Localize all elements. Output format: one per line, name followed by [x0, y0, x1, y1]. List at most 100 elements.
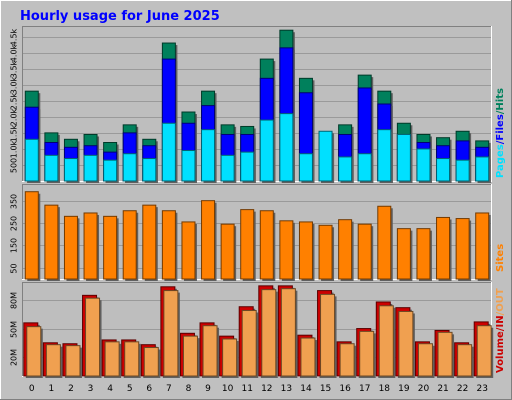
- x-tick-label: 9: [205, 384, 211, 394]
- bar-volume-out: [241, 310, 259, 378]
- bar-volume-out: [104, 341, 122, 378]
- bar-pages: [220, 154, 237, 183]
- bar-sites: [220, 223, 237, 281]
- bar-volume-out: [339, 343, 357, 378]
- bar-volume-out: [85, 297, 102, 378]
- bar-volume-out: [124, 341, 141, 378]
- bar-sites: [44, 204, 60, 281]
- y-tick-label: 150: [10, 238, 19, 253]
- x-tick-label: 2: [68, 384, 74, 394]
- y-tick-label: 1.0k: [10, 140, 19, 158]
- bar-pages: [416, 148, 432, 183]
- x-tick-label: 13: [281, 384, 292, 394]
- bar-volume-out: [457, 344, 474, 378]
- y-tick-label: 350: [10, 194, 19, 209]
- x-tick-label: 18: [379, 384, 391, 394]
- bar-pages: [201, 129, 217, 183]
- bar-volume-out: [261, 289, 278, 378]
- bar-sites: [122, 210, 139, 281]
- x-tick-label: 22: [457, 384, 468, 394]
- bar-volume-out: [65, 345, 82, 378]
- bar-pages: [103, 159, 119, 183]
- bar-sites: [475, 212, 491, 281]
- legend-item: /: [495, 311, 506, 315]
- bar-volume-out: [143, 347, 161, 378]
- bar-sites: [377, 205, 393, 281]
- bar-sites: [318, 224, 335, 281]
- sites-panel: 50 150 250 350 Sites: [10, 184, 506, 281]
- bar-sites: [279, 220, 295, 281]
- bar-volume-out: [417, 343, 435, 378]
- x-tick-label: 17: [359, 384, 370, 394]
- bar-sites: [63, 215, 80, 281]
- bar-pages: [436, 158, 452, 183]
- bar-volume-out: [398, 310, 415, 378]
- y-tick-label: 20M: [10, 349, 19, 366]
- bar-pages: [24, 138, 41, 183]
- legend-item: /: [495, 110, 506, 114]
- bar-volume-out: [163, 290, 180, 378]
- x-tick-label: 16: [339, 384, 351, 394]
- y-tick-label: 3.5k: [10, 60, 19, 78]
- legend-item: Pages: [495, 144, 506, 178]
- bar-sites: [259, 210, 276, 281]
- bar-sites: [161, 210, 178, 281]
- legend-item: /: [495, 140, 506, 144]
- legend-volume: Volume/IN/OUT: [495, 288, 506, 373]
- bar-sites: [455, 218, 472, 281]
- x-tick-label: 14: [300, 384, 312, 394]
- bar-volume-out: [280, 288, 298, 378]
- bar-pages: [142, 158, 158, 183]
- bar-sites: [201, 200, 217, 281]
- bar-pages: [122, 153, 139, 183]
- x-tick-label: 0: [29, 384, 35, 394]
- bar-sites: [298, 221, 315, 281]
- x-tick-label: 8: [186, 384, 192, 394]
- bar-sites: [83, 212, 100, 281]
- legend-item: /: [495, 327, 506, 331]
- bar-pages: [259, 119, 276, 183]
- bar-pages: [357, 153, 374, 183]
- bar-pages: [396, 133, 413, 183]
- bar-volume-out: [202, 325, 220, 378]
- x-tick-label: 6: [146, 384, 152, 394]
- bar-pages: [83, 154, 100, 183]
- x-tick-label: 5: [127, 384, 133, 394]
- bar-pages: [279, 113, 295, 183]
- bar-sites: [103, 215, 119, 281]
- bar-sites: [436, 216, 452, 281]
- y-tick-label: 50: [10, 263, 19, 273]
- legend-item: Volume: [495, 331, 506, 373]
- plot-area-2: [22, 184, 492, 280]
- bar-volume-out: [182, 335, 200, 378]
- bar-pages: [44, 154, 60, 183]
- hour-axis: 0 1 2 3 4 5 6 7 8 9 10 11 12 13 14 15 16 17 18 19 20 21 22 23: [29, 384, 488, 394]
- bar-pages: [318, 130, 335, 183]
- bar-volume-out: [300, 337, 317, 378]
- y-tick-label: 4.0k: [10, 44, 19, 62]
- y-tick-label: 250: [10, 216, 19, 231]
- bar-sites: [24, 191, 41, 281]
- plot-area-1: [22, 26, 492, 182]
- x-tick-label: 11: [241, 384, 252, 394]
- x-tick-label: 23: [476, 384, 487, 394]
- x-tick-label: 10: [222, 384, 234, 394]
- y-tick-label: 1.5k: [10, 124, 19, 142]
- legend-hits-files-pages: Pages/Files/Hits: [495, 88, 506, 178]
- x-tick-label: 21: [437, 384, 448, 394]
- bar-volume-out: [437, 331, 455, 378]
- x-tick-label: 20: [418, 384, 430, 394]
- y-tick-label: 3.0k: [10, 76, 19, 94]
- bar-pages: [377, 129, 393, 183]
- legend-item: Files: [495, 114, 506, 140]
- bar-sites: [240, 209, 256, 281]
- legend-item: IN: [495, 315, 506, 327]
- x-tick-label: 3: [88, 384, 94, 394]
- bar-pages: [161, 122, 178, 183]
- bar-pages: [338, 156, 354, 183]
- y-tick-label: 80M: [10, 292, 19, 309]
- bar-sites: [416, 228, 432, 281]
- bar-pages: [455, 159, 472, 183]
- bar-volume-out: [476, 325, 494, 378]
